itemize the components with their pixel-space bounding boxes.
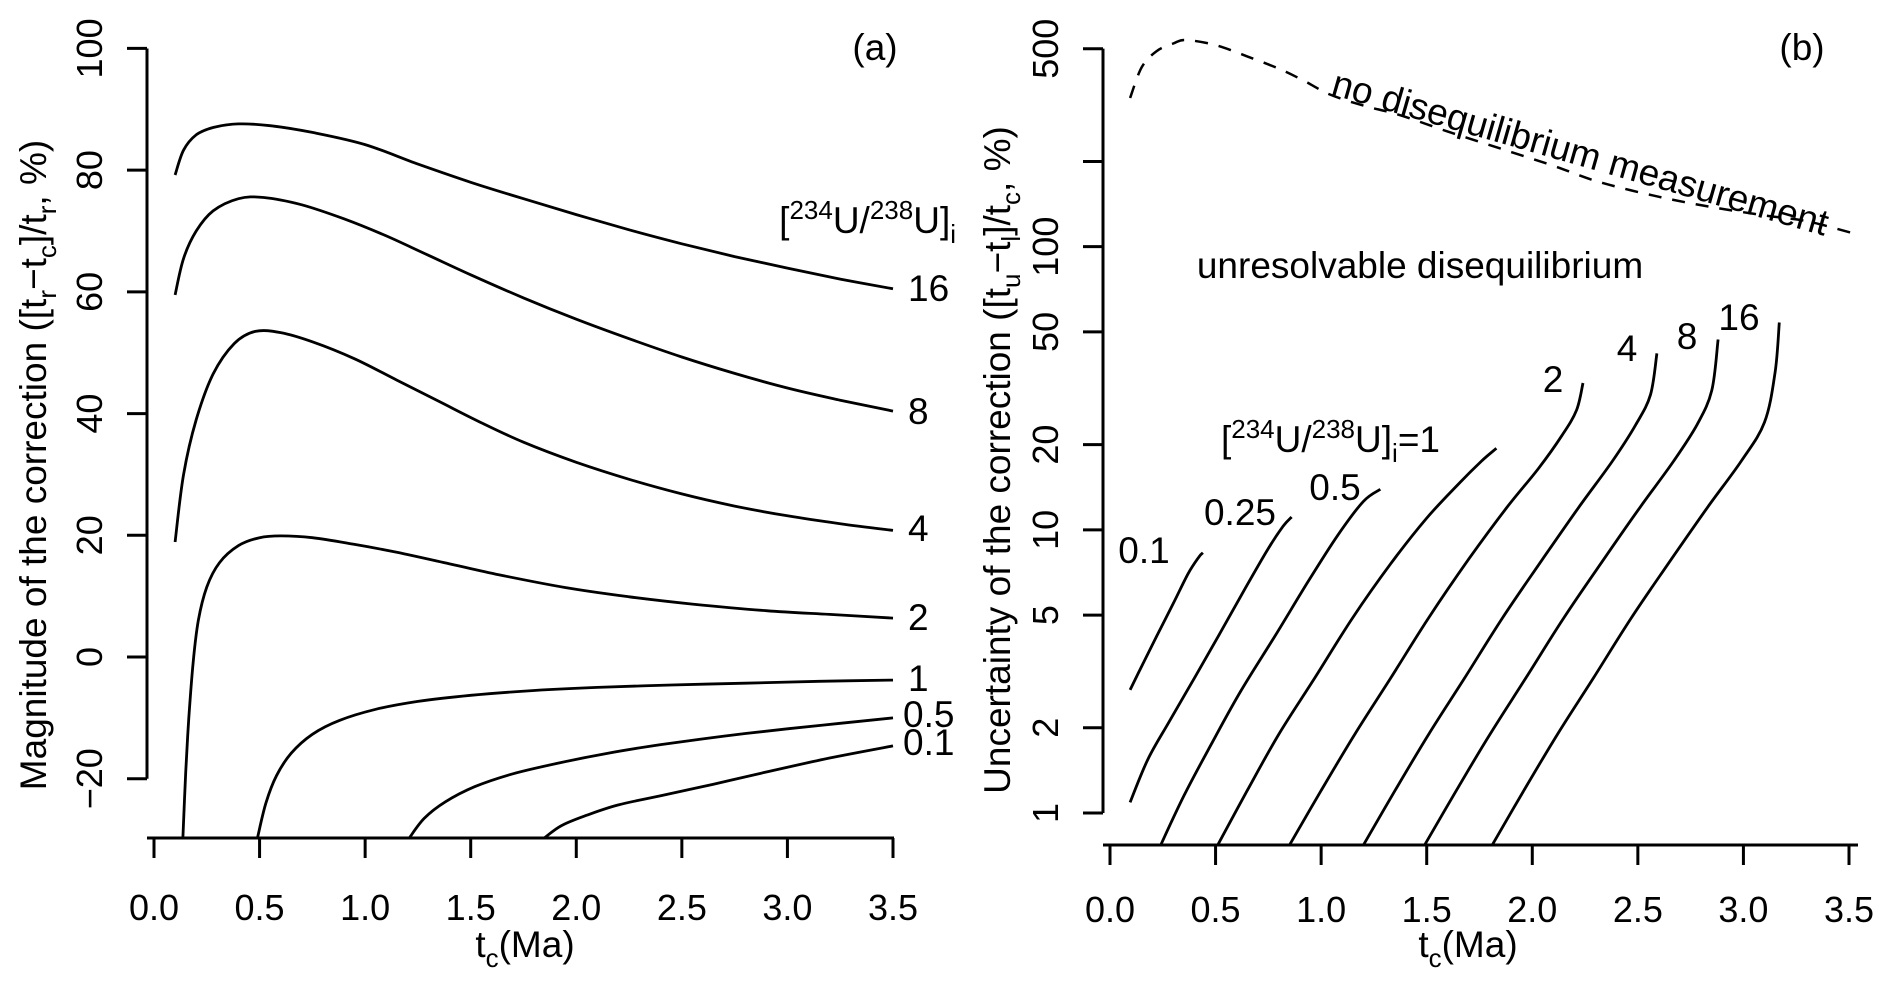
panel-b-curve-16 [1490,322,1781,846]
panel-a-curve-8 [173,195,894,413]
panel-a-x-tick-label: 0.5 [235,887,285,928]
panel-a-curve-1 [256,678,894,839]
panel-b-y-tick-label: 5 [1025,605,1066,625]
no-disequilibrium-annotation: no disequilibrium measurement [1328,62,1834,243]
panel-b-curve-label-0-1: 0.1 [1118,530,1169,571]
panel-a-curve-0.1 [543,744,894,839]
panel-b-x-tick-label: 3.5 [1824,889,1874,930]
panel-a-y-tick-label: 100 [69,18,110,78]
panel-a-curve-label-1: 1 [908,658,929,699]
panel-a-x-tick-label: 1.0 [340,887,390,928]
panel-a-legend-title: [234U/238U]i [779,195,956,249]
axes-layer: 0.0 0.5 1.0 1.5 2.0 2.5 3.0 3.5 100 80 60 40 20 0 −20 0… [69,18,1874,930]
panel-b-curve-4 [1362,353,1659,846]
panel-b-y-tick-label: 10 [1025,510,1066,550]
panel-a-x-tick-label: 2.0 [551,887,601,928]
panel-b-x-tick-label: 1.0 [1296,889,1346,930]
panel-a-y-tick-label: 0 [69,647,110,667]
panel-b-x-tick-label: 0.5 [1191,889,1241,930]
panel-b-curve-0.1 [1128,551,1204,691]
panel-b-curve-label-0-5: 0.5 [1309,467,1360,508]
panel-b-x-tick-label: 0.0 [1085,889,1135,930]
panel-a-y-tick-label: 60 [69,272,110,312]
panel-b-y-tick-label: 1 [1025,803,1066,823]
panel-a-y-tick-label: 20 [69,515,110,555]
panel-b-y-tick-label: 50 [1025,312,1066,352]
panel-b-x-tick-label: 1.5 [1402,889,1452,930]
panel-b-curve-1 [1216,447,1498,846]
panel-b-curve-2 [1288,382,1585,846]
panel-b-curve-0.5 [1159,488,1382,846]
panel-a-curve-label-2: 2 [908,597,929,638]
panel-a-curve-16 [173,122,894,291]
panel-b-tag: (b) [1779,27,1824,68]
panel-b-y-tick-label: 100 [1025,217,1066,277]
panel-b-legend-label: [234U/238U]i=1 [1221,414,1440,468]
panel-b-curve-label-0-25: 0.25 [1204,492,1276,533]
panel-a-y-axis-title: Magnitude of the correction ([tr−tc]/tr,… [13,140,62,790]
panel-a-curve-0.5 [408,716,894,839]
panel-b-curve-label-2: 2 [1543,359,1564,400]
panel-b-y-axis-title: Uncertainty of the correction ([tu−tl]/t… [977,126,1026,794]
panel-b-curve-label-8: 8 [1677,316,1698,357]
panel-a-curve-label-0-5: 0.5 [903,694,954,735]
panel-b-curve-0.25 [1128,516,1293,803]
panel-a-curve-label-0-1: 0.1 [903,722,954,763]
panel-b-x-tick-label: 3.0 [1718,889,1768,930]
panel-b-y-tick-label: 2 [1025,718,1066,738]
panel-b-x-axis-title: tc(Ma) [1418,924,1517,973]
panel-a-y-tick-label: 80 [69,150,110,190]
unresolvable-disequilibrium-annotation: unresolvable disequilibrium [1197,245,1643,286]
panel-a-curve-label-8: 8 [908,391,929,432]
panel-b-curve-8 [1423,339,1720,846]
panel-b-curve-label-4: 4 [1617,328,1638,369]
panel-a-curve-2 [181,534,894,838]
panel-b-curve-no-disequilibrium-measurement [1128,38,1852,234]
panel-b-curve-label-16: 16 [1718,297,1759,338]
panel-a-x-tick-label: 1.5 [446,887,496,928]
panel-a-curve-label-16: 16 [908,268,949,309]
panel-a-x-tick-label: 0.0 [129,887,179,928]
panel-a-curve-4 [173,329,894,543]
panel-a-x-tick-label: 3.5 [868,887,918,928]
panel-a-x-tick-label: 2.5 [657,887,707,928]
curves-layer [173,38,1852,846]
panel-b-x-tick-label: 2.0 [1507,889,1557,930]
panel-a-y-tick-label: 40 [69,394,110,434]
panel-a-tag: (a) [852,27,897,68]
panel-a-x-axis-title: tc(Ma) [475,924,574,973]
panel-b-x-tick-label: 2.5 [1613,889,1663,930]
panel-b-y-tick-label: 20 [1025,425,1066,465]
panel-a-x-tick-label: 3.0 [762,887,812,928]
panel-a-y-tick-label: −20 [69,748,110,809]
panel-b-y-tick-label: 500 [1025,19,1066,79]
panel-a-curve-label-4: 4 [908,508,929,549]
